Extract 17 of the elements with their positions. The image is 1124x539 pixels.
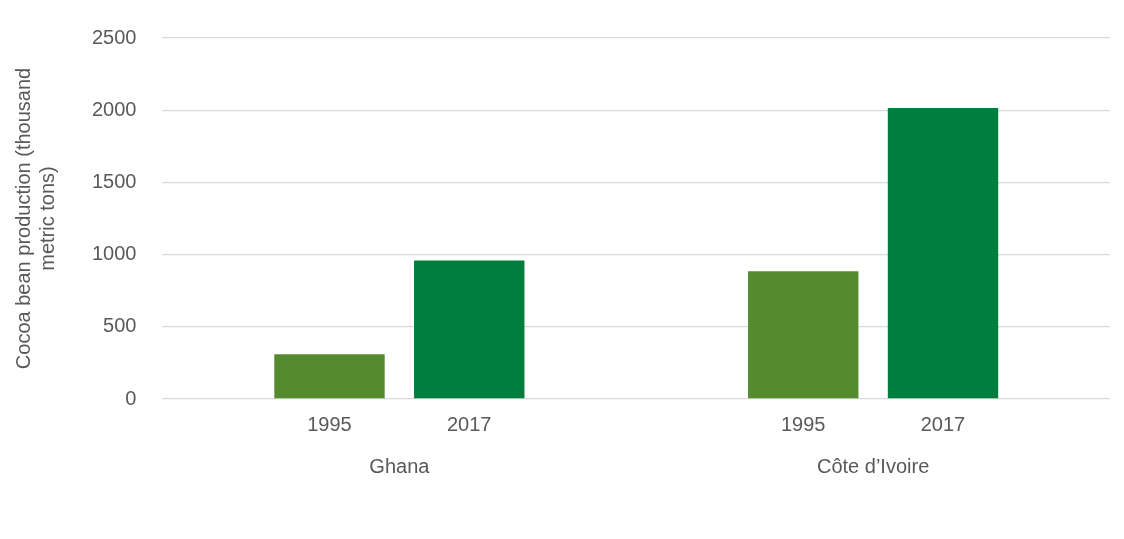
series-label: 2017 (447, 412, 492, 435)
y-tick-label: 1000 (91, 242, 137, 265)
x-tick-label: Ghana (369, 454, 431, 477)
series-label: 1995 (307, 412, 352, 435)
text: 2017 (920, 412, 966, 435)
y-axis-title: Cocoa bean production (thousand metric tons) (11, 67, 58, 370)
x-tick-label: Côte d’Ivoire (816, 454, 930, 477)
bar (748, 271, 859, 399)
bar (274, 354, 385, 399)
bar (887, 108, 999, 399)
y-tick-label: 0 (125, 386, 137, 409)
y-tick-label: 1500 (91, 169, 137, 192)
y-tick-label: 500 (103, 314, 137, 337)
text: 1995 (780, 412, 826, 435)
y-tick-label: 2000 (91, 97, 137, 120)
y-tick-label: 2500 (91, 25, 137, 48)
bar (414, 260, 525, 399)
